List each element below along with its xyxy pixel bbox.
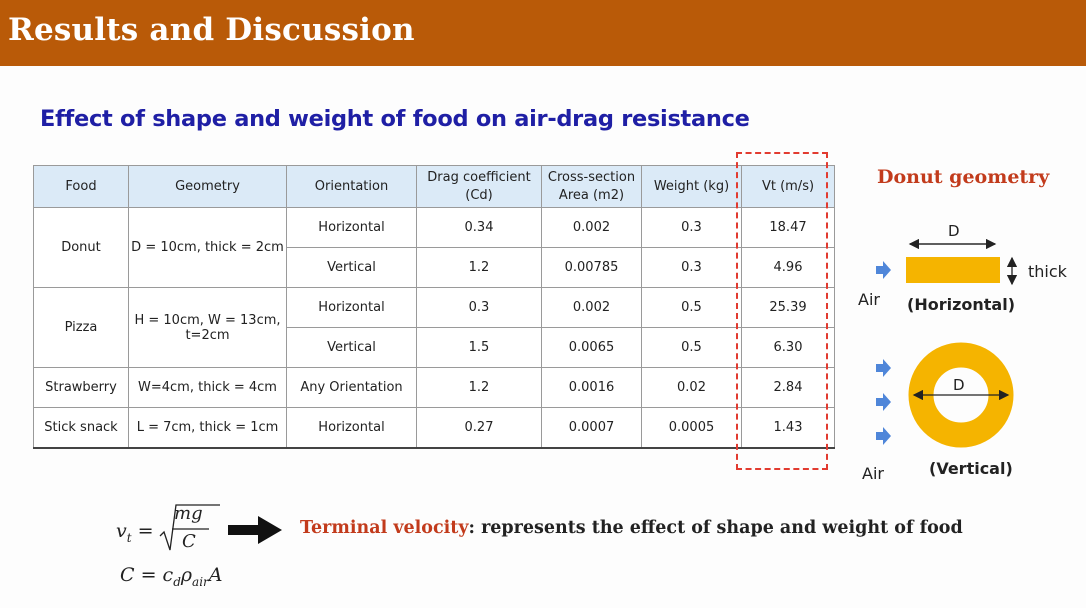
header-food: Food: [33, 165, 129, 208]
cell-orientation: Any Orientation: [286, 367, 417, 408]
table-header-row: Food Geometry Orientation Drag coefficie…: [33, 165, 835, 208]
header-drag-coefficient: Drag coefficient (Cd): [416, 165, 542, 208]
cell-orientation: Horizontal: [286, 407, 417, 449]
header-weight: Weight (kg): [641, 165, 742, 208]
cell-weight: 0.02: [641, 367, 742, 408]
implies-arrow-icon: [228, 516, 282, 544]
cell-area: 0.0007: [541, 407, 642, 449]
cell-vt: 1.43: [741, 407, 835, 449]
air-label-bottom: Air: [862, 464, 884, 483]
cell-geometry: D = 10cm, thick = 2cm: [128, 207, 287, 288]
sqrt-symbol: [159, 504, 220, 551]
d-label-top: D: [948, 222, 960, 240]
cell-area: 0.0016: [541, 367, 642, 408]
cell-cd: 1.5: [416, 327, 542, 368]
vt-highlight-box: [736, 152, 828, 470]
cell-cd: 1.2: [416, 247, 542, 288]
cell-vt: 18.47: [741, 207, 835, 248]
cell-geometry: L = 7cm, thick = 1cm: [128, 407, 287, 449]
cell-vt: 6.30: [741, 327, 835, 368]
table-row: Strawberry W=4cm, thick = 4cm Any Orient…: [33, 367, 835, 408]
cell-cd: 1.2: [416, 367, 542, 408]
slide-subtitle: Effect of shape and weight of food on ai…: [40, 106, 750, 132]
table-row: Vertical 1.5 0.0065 0.5 6.30: [34, 327, 835, 368]
d-label-ring: D: [953, 376, 965, 394]
formula-denominator: C: [182, 531, 196, 552]
table-row: Vertical 1.2 0.00785 0.3 4.96: [34, 247, 835, 288]
donut-horizontal-shape: [906, 257, 1000, 283]
vertical-label: (Vertical): [929, 459, 1013, 478]
header-bar: Results and Discussion: [0, 0, 1086, 66]
cell-orientation: Horizontal: [286, 207, 417, 248]
cell-vt: 25.39: [741, 287, 835, 328]
cell-orientation: Horizontal: [286, 287, 417, 328]
cell-geometry: H = 10cm, W = 13cm, t=2cm: [128, 287, 287, 368]
cell-cd: 0.34: [416, 207, 542, 248]
air-arrow-icon: [876, 359, 891, 377]
terminal-velocity-note: Terminal velocity: represents the effect…: [300, 518, 963, 538]
cell-food: Pizza: [33, 287, 129, 368]
cell-area: 0.002: [541, 207, 642, 248]
header-orientation: Orientation: [286, 165, 417, 208]
cell-cd: 0.3: [416, 287, 542, 328]
drag-formula: C = cdρairA: [120, 564, 223, 589]
vt-formula-lhs: vt =: [116, 520, 154, 545]
cell-vt: 4.96: [741, 247, 835, 288]
table-row: Stick snack L = 7cm, thick = 1cm Horizon…: [33, 407, 835, 449]
cell-weight: 0.3: [641, 207, 742, 248]
donut-geometry-title: Donut geometry: [877, 166, 1050, 188]
cell-geometry: W=4cm, thick = 4cm: [128, 367, 287, 408]
page-title: Results and Discussion: [8, 12, 415, 48]
thick-label: thick: [1028, 262, 1067, 281]
air-label-top: Air: [858, 290, 880, 309]
horizontal-label: (Horizontal): [907, 295, 1016, 314]
cell-weight: 0.3: [641, 247, 742, 288]
air-arrow-icon: [876, 393, 891, 411]
header-geometry: Geometry: [128, 165, 287, 208]
cell-area: 0.002: [541, 287, 642, 328]
air-arrow-icon: [876, 427, 891, 445]
cell-food: Strawberry: [33, 367, 129, 408]
header-vt: Vt (m/s): [741, 165, 835, 208]
formula-numerator: mg: [174, 503, 203, 524]
cell-food: Donut: [33, 207, 129, 288]
cell-weight: 0.5: [641, 327, 742, 368]
cell-orientation: Vertical: [286, 327, 417, 368]
cell-vt: 2.84: [741, 367, 835, 408]
cell-area: 0.0065: [541, 327, 642, 368]
table-row: Pizza H = 10cm, W = 13cm, t=2cm Horizonta…: [33, 287, 835, 368]
table-row: Donut D = 10cm, thick = 2cm Horizontal 0…: [33, 207, 835, 288]
cell-area: 0.00785: [541, 247, 642, 288]
air-arrow-icon: [876, 261, 891, 279]
cell-food: Stick snack: [33, 407, 129, 449]
results-table: Food Geometry Orientation Drag coefficie…: [33, 165, 835, 449]
